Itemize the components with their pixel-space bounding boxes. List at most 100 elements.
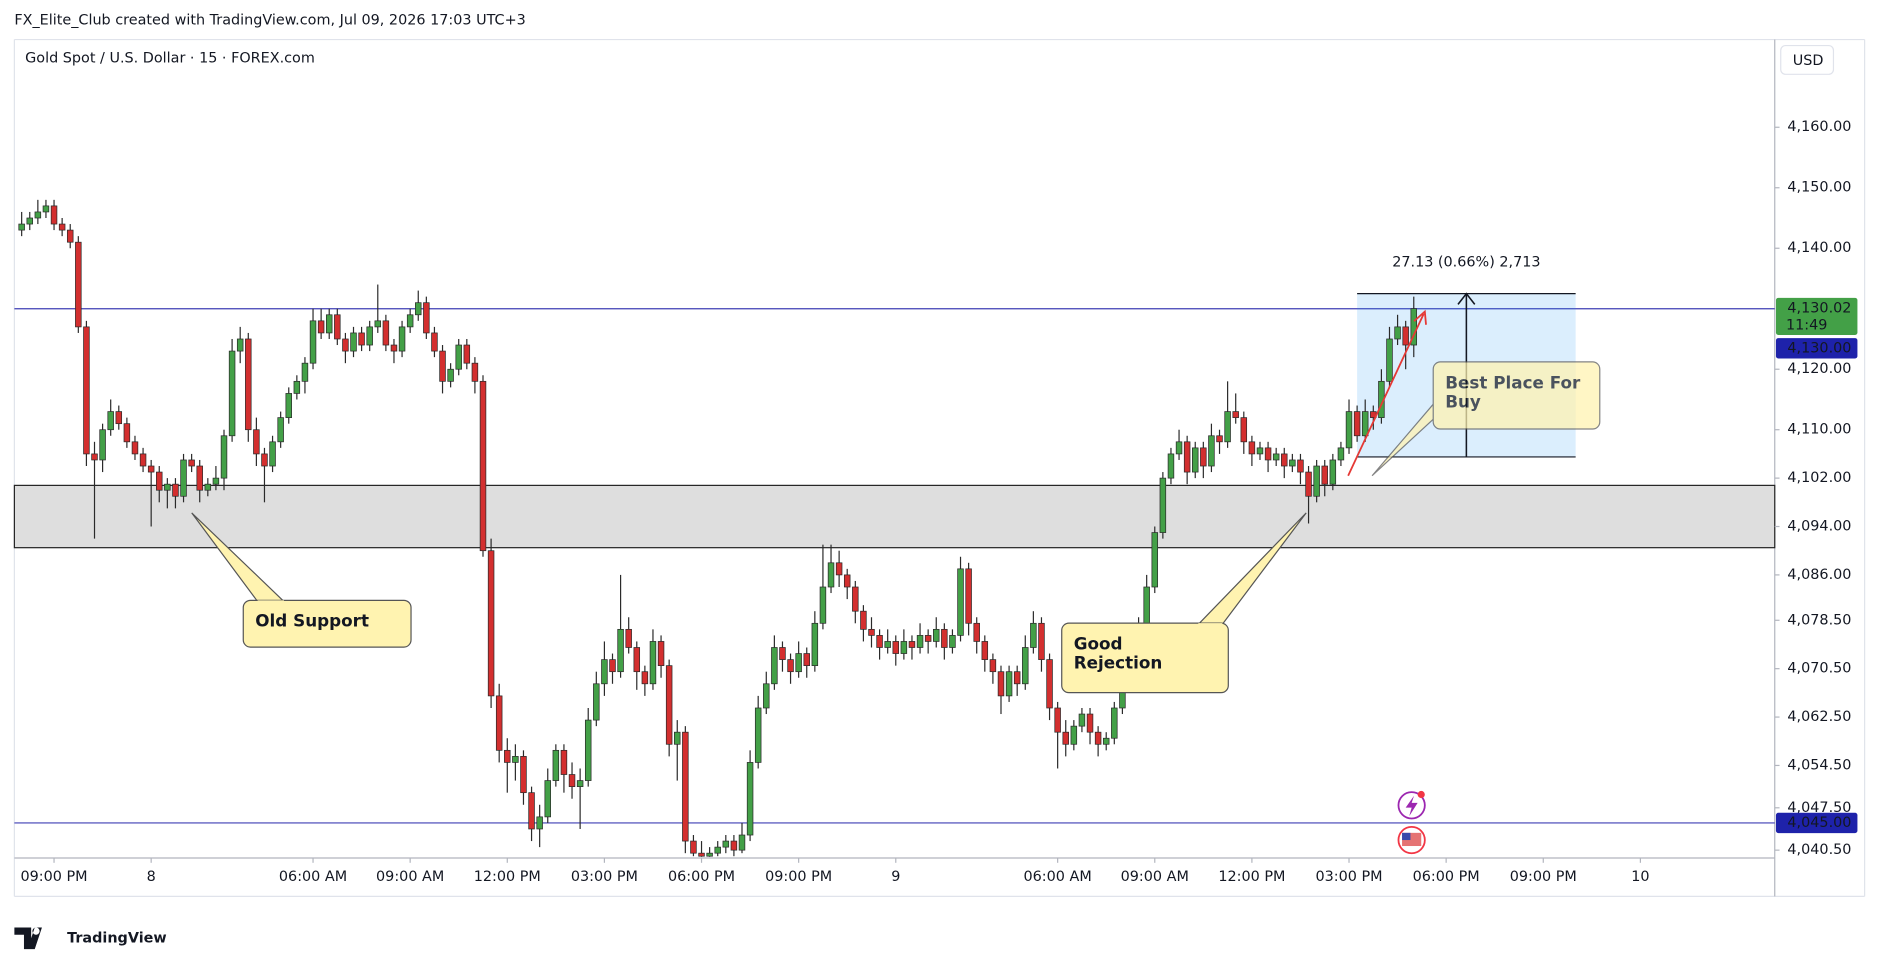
candle-body xyxy=(1289,459,1296,467)
callout-text-box: Old Support xyxy=(255,612,369,632)
candle-body xyxy=(495,695,503,751)
candle-body xyxy=(771,647,778,685)
candle-body xyxy=(609,659,616,673)
candle-body xyxy=(245,338,252,431)
header: FX_Elite_Club created with TradingView.c… xyxy=(14,12,525,28)
candle-body xyxy=(1046,659,1053,709)
candle-body xyxy=(415,302,422,316)
candle-body xyxy=(544,780,551,818)
candle-body xyxy=(180,459,187,497)
candle-body xyxy=(941,628,948,648)
currency: USD xyxy=(1793,53,1824,69)
candle-body xyxy=(1240,417,1248,443)
candle-body xyxy=(293,380,301,394)
candle-body xyxy=(479,380,487,552)
candle-body xyxy=(406,314,414,328)
candle-body xyxy=(908,641,916,648)
candle-body xyxy=(34,211,42,219)
candle-body xyxy=(325,314,333,334)
candle-body xyxy=(1054,707,1061,733)
candle-body xyxy=(1070,725,1078,745)
event-bolt xyxy=(1405,795,1418,817)
support-zone xyxy=(13,484,1776,549)
candle-body xyxy=(933,628,940,642)
candle-body xyxy=(1102,737,1110,745)
candle-body xyxy=(593,683,600,721)
candle-body xyxy=(447,368,454,382)
candle-body xyxy=(827,562,835,588)
candle-body xyxy=(584,719,592,781)
candle-body xyxy=(1208,435,1215,467)
candle-body xyxy=(1281,453,1288,467)
candle-body xyxy=(665,665,673,745)
candle-body xyxy=(1248,441,1256,455)
x-tick-label: 10 xyxy=(1631,869,1649,885)
callout: Good Rejection xyxy=(1061,512,1307,694)
candle-body xyxy=(916,635,924,648)
candle-body xyxy=(115,411,123,425)
candle-body xyxy=(1022,647,1029,685)
candle-body xyxy=(334,314,341,340)
candle-body xyxy=(852,586,859,612)
candle-body xyxy=(26,217,33,225)
y-tick-label: 4,150.00 xyxy=(1787,180,1851,196)
candle-body xyxy=(763,683,770,709)
candle-body xyxy=(301,362,309,382)
y-tick-label: 4,047.50 xyxy=(1787,800,1851,816)
candle-body xyxy=(1159,477,1167,533)
candle-body xyxy=(1111,707,1118,739)
candle-body xyxy=(212,477,220,485)
candle-body xyxy=(1143,586,1150,624)
candle-body xyxy=(285,393,292,418)
flag-canton xyxy=(1402,832,1411,841)
current-price: 4,130.02 xyxy=(1787,301,1851,317)
candle-body xyxy=(83,326,90,455)
callout: Best Place For Buy xyxy=(1371,361,1601,477)
candle-body xyxy=(1086,713,1094,733)
candle-body xyxy=(819,586,827,624)
x-tick-label: 03:00 PM xyxy=(1315,869,1382,885)
candle-body xyxy=(641,671,649,685)
candle-body xyxy=(568,774,576,787)
candle-body xyxy=(892,641,900,654)
candle-body xyxy=(1394,326,1401,340)
candle-body xyxy=(439,350,446,382)
price-label-bg xyxy=(1775,812,1858,834)
callout-text: Old Support xyxy=(255,612,369,632)
candle-body xyxy=(1337,447,1345,461)
y-tick-label: 4,062.50 xyxy=(1787,709,1851,725)
candle-body xyxy=(746,762,754,836)
candle-body xyxy=(261,453,268,467)
x-tick-label: 9 xyxy=(891,869,900,885)
candle-body xyxy=(1167,453,1175,479)
y-tick-label: 4,070.50 xyxy=(1787,661,1851,677)
price-label: 4,045.00 xyxy=(1787,815,1851,831)
candle-body xyxy=(1216,435,1223,443)
x-tick-label: 03:00 PM xyxy=(571,869,638,885)
currency-button[interactable] xyxy=(1780,44,1835,75)
candle-body xyxy=(512,756,519,763)
candle-body xyxy=(1361,411,1369,437)
candle-body xyxy=(706,852,713,857)
candle-body xyxy=(698,852,705,857)
candle-body xyxy=(66,229,74,243)
candle-body xyxy=(1224,411,1231,443)
candle-body xyxy=(989,659,997,673)
candle-body xyxy=(50,205,58,225)
callout-box xyxy=(1061,622,1229,694)
candle-body xyxy=(317,320,325,334)
candle-body xyxy=(236,338,244,352)
candle-body xyxy=(1038,622,1045,660)
candle-body xyxy=(1313,465,1320,497)
candle-body xyxy=(722,840,730,848)
candle-body xyxy=(528,792,535,830)
candle-body xyxy=(779,647,786,660)
callout-pointer xyxy=(1371,401,1437,477)
callout-pointer xyxy=(191,512,285,602)
candle-body xyxy=(350,332,357,352)
callout: Old Support xyxy=(191,512,412,648)
candle-body xyxy=(1151,532,1159,588)
candle-body xyxy=(1321,465,1328,485)
price-label: 4,130.00 xyxy=(1787,340,1851,356)
